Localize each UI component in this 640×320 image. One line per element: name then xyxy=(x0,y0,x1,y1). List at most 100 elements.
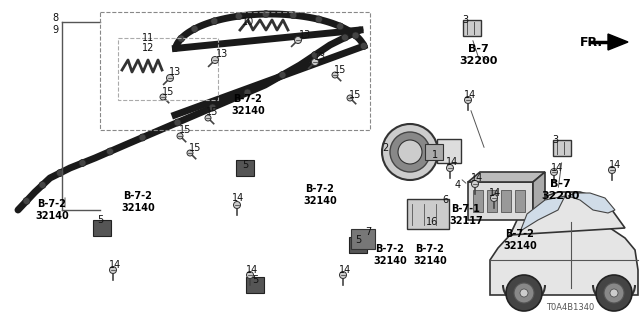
Polygon shape xyxy=(568,193,615,213)
Circle shape xyxy=(209,104,216,111)
Polygon shape xyxy=(510,192,625,235)
Circle shape xyxy=(520,289,528,297)
Text: B-7
32200: B-7 32200 xyxy=(459,44,497,66)
Text: 15: 15 xyxy=(349,90,361,100)
Text: 12: 12 xyxy=(142,43,154,53)
Circle shape xyxy=(312,59,319,66)
Circle shape xyxy=(294,36,301,44)
Text: 13: 13 xyxy=(169,67,181,77)
Circle shape xyxy=(596,275,632,311)
Text: 14: 14 xyxy=(109,260,121,270)
Text: B-7-2
32140: B-7-2 32140 xyxy=(373,244,407,266)
Text: 14: 14 xyxy=(489,188,501,198)
Text: B-7
32200: B-7 32200 xyxy=(541,179,579,201)
Text: 14: 14 xyxy=(551,163,563,173)
Circle shape xyxy=(609,166,616,173)
Circle shape xyxy=(610,289,618,297)
Circle shape xyxy=(177,133,183,139)
Circle shape xyxy=(234,202,241,209)
Text: 3: 3 xyxy=(552,135,558,145)
Text: 14: 14 xyxy=(446,157,458,167)
Text: 15: 15 xyxy=(189,143,201,153)
Circle shape xyxy=(398,140,422,164)
Circle shape xyxy=(550,169,557,175)
Circle shape xyxy=(236,12,243,20)
Circle shape xyxy=(514,283,534,303)
Text: 1: 1 xyxy=(432,150,438,160)
Text: B-7-1
32117: B-7-1 32117 xyxy=(449,204,483,226)
Polygon shape xyxy=(520,196,565,232)
Circle shape xyxy=(106,148,113,155)
Text: B-7-2
32140: B-7-2 32140 xyxy=(413,244,447,266)
Text: 3: 3 xyxy=(462,15,468,25)
Circle shape xyxy=(342,34,349,41)
Bar xyxy=(425,144,443,160)
Text: FR.: FR. xyxy=(580,36,603,49)
Bar xyxy=(473,190,483,212)
Circle shape xyxy=(246,271,253,278)
Circle shape xyxy=(205,115,211,121)
Circle shape xyxy=(244,89,251,96)
Text: 9: 9 xyxy=(52,25,58,35)
Circle shape xyxy=(352,32,359,39)
Polygon shape xyxy=(533,172,545,220)
Circle shape xyxy=(360,43,367,50)
FancyBboxPatch shape xyxy=(437,139,461,163)
Circle shape xyxy=(262,11,269,18)
Circle shape xyxy=(39,181,46,188)
Circle shape xyxy=(139,134,146,141)
Text: 16: 16 xyxy=(426,217,438,227)
Circle shape xyxy=(506,275,542,311)
FancyBboxPatch shape xyxy=(407,199,449,229)
Circle shape xyxy=(604,283,624,303)
Text: 5: 5 xyxy=(97,215,103,225)
FancyBboxPatch shape xyxy=(349,237,367,253)
Text: 13: 13 xyxy=(314,52,326,62)
Text: 7: 7 xyxy=(365,227,371,237)
Text: T0A4B1340: T0A4B1340 xyxy=(546,303,594,313)
Text: B-7-2
32140: B-7-2 32140 xyxy=(121,191,155,213)
Text: B-7-2
32140: B-7-2 32140 xyxy=(35,199,69,221)
FancyBboxPatch shape xyxy=(236,160,254,176)
Polygon shape xyxy=(468,172,545,182)
Circle shape xyxy=(79,159,86,166)
Circle shape xyxy=(166,75,173,82)
Text: 14: 14 xyxy=(246,265,258,275)
FancyBboxPatch shape xyxy=(553,140,571,156)
Text: 5: 5 xyxy=(355,235,361,245)
Text: 14: 14 xyxy=(339,265,351,275)
Circle shape xyxy=(316,16,323,23)
Circle shape xyxy=(23,197,30,204)
Text: 15: 15 xyxy=(162,87,174,97)
Circle shape xyxy=(178,35,184,42)
Circle shape xyxy=(382,124,438,180)
Text: 13: 13 xyxy=(216,49,228,59)
Bar xyxy=(515,190,525,212)
Circle shape xyxy=(332,72,338,78)
Circle shape xyxy=(191,25,198,32)
Bar xyxy=(118,38,218,100)
Circle shape xyxy=(211,18,218,25)
Circle shape xyxy=(472,180,479,188)
Text: B-7-2
32140: B-7-2 32140 xyxy=(503,229,537,251)
Circle shape xyxy=(339,271,346,278)
Text: 8: 8 xyxy=(52,13,58,23)
Text: B-7-2
32140: B-7-2 32140 xyxy=(303,184,337,206)
Text: 15: 15 xyxy=(179,125,191,135)
Circle shape xyxy=(312,52,319,59)
Text: B-7-2
32140: B-7-2 32140 xyxy=(231,94,265,116)
Text: 14: 14 xyxy=(464,90,476,100)
Polygon shape xyxy=(608,34,628,50)
Circle shape xyxy=(465,97,472,103)
Text: 5: 5 xyxy=(252,275,258,285)
Circle shape xyxy=(279,71,286,78)
Text: 10: 10 xyxy=(242,17,254,27)
Circle shape xyxy=(109,267,116,274)
Text: 15: 15 xyxy=(334,65,346,75)
Text: 13: 13 xyxy=(299,30,311,40)
Text: 11: 11 xyxy=(142,33,154,43)
Bar xyxy=(100,12,370,130)
FancyBboxPatch shape xyxy=(463,20,481,36)
Text: 4: 4 xyxy=(455,180,461,190)
Text: 14: 14 xyxy=(609,160,621,170)
